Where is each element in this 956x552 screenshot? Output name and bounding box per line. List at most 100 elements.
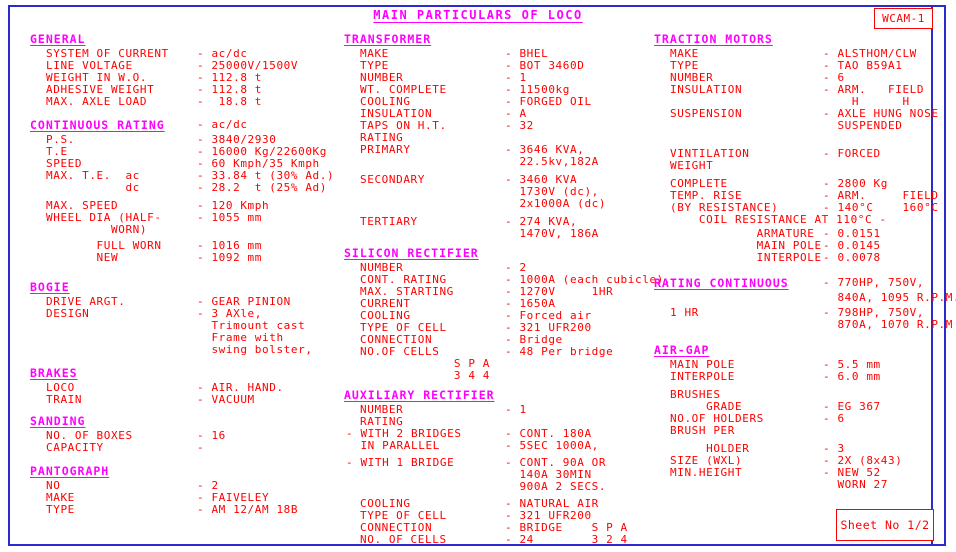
spec-value: - 6	[823, 412, 845, 425]
spec-label: FULL WORN	[46, 239, 162, 252]
spec-label: COMPLETE	[670, 177, 728, 190]
spec-value: - 3 AXle,	[197, 307, 263, 320]
spec-value: - 1016 mm	[197, 239, 263, 252]
spec-label: NUMBER	[360, 403, 404, 416]
spec-value: 1470V, 186A	[505, 227, 599, 240]
spec-value: - 3840/2930	[197, 133, 277, 146]
spec-row: INSULATION - A	[344, 108, 652, 120]
spec-label: WHEEL DIA (HALF-	[46, 211, 162, 224]
spec-value	[505, 358, 652, 370]
spec-row: NEW - 1092 mm	[30, 252, 342, 264]
spec-row: WT. COMPLETE - 11500kg	[344, 84, 652, 96]
spec-value: - NEW 52	[823, 466, 881, 479]
spec-value: -	[197, 441, 212, 454]
spec-label: T.E	[46, 145, 68, 158]
spec-value: - ARM. FIELD	[823, 83, 925, 96]
spec-value: - A	[505, 107, 527, 120]
section-heading: SANDING	[30, 414, 86, 428]
spec-value: - AIR. HAND.	[197, 381, 284, 394]
spec-label: NO	[46, 479, 61, 492]
section-header-row: AUXILIARY RECTIFIER	[344, 388, 652, 402]
spec-row: TYPE OF CELL - 321 UFR200	[344, 322, 652, 334]
spec-label: CURRENT	[360, 297, 411, 310]
section-heading: SILICON RECTIFIER	[344, 246, 479, 260]
spec-label: MAIN POLE	[670, 239, 822, 252]
page-title: MAIN PARTICULARS OF LOCO	[373, 8, 583, 22]
column-right: TRACTION MOTORS MAKE - ALSTHOM/CLW TYPE - TA…	[654, 32, 956, 491]
spec-value: - TAO B59A1	[823, 59, 903, 72]
spec-row: NO. OF BOXES - 16	[30, 430, 342, 442]
spec-row: TERTIARY - 274 KVA,	[344, 216, 652, 228]
spec-label: NO. OF CELLS	[360, 533, 447, 546]
spec-label: CONT. RATING	[360, 273, 447, 286]
spec-value: - ARM. FIELD	[823, 189, 939, 202]
spec-value: - FORCED	[823, 147, 881, 160]
spec-value: - BOT 3460D	[505, 59, 585, 72]
spec-value: - 321 UFR200	[505, 321, 592, 334]
spec-row: IN PARALLEL - 5SEC 1000A,	[344, 440, 652, 452]
spec-row: TYPE - AM 12/AM 18B	[30, 504, 342, 516]
spec-row: COOLING - FORGED OIL	[344, 96, 652, 108]
section-sanding: SANDING NO. OF BOXES - 16 CAPACITY -	[30, 414, 342, 454]
spec-row: dc - 28.2 t (25% Ad)	[30, 182, 342, 194]
spec-row: RATING	[344, 416, 652, 428]
spec-label	[346, 469, 505, 481]
spec-row: TRAIN - VACUUM	[30, 394, 342, 406]
spec-row: 22.5kv,182A	[344, 156, 652, 168]
right-margin-line	[931, 5, 933, 546]
spec-value	[505, 370, 652, 382]
spec-value: - 798HP, 750V,	[823, 306, 925, 319]
spec-value: - AM 12/AM 18B	[197, 503, 299, 516]
spec-row: COOLING - Forced air	[344, 310, 652, 322]
page-border	[8, 5, 946, 546]
spec-value: - 140°C 160°C	[823, 201, 939, 214]
model-badge-label: WCAM-1	[882, 12, 925, 25]
spec-row: VINTILATION - FORCED	[654, 148, 952, 160]
spec-row: COIL RESISTANCE AT 110°C -	[654, 214, 952, 226]
section-header-row: PANTOGRAPH	[30, 464, 342, 478]
section-heading: BOGIE	[30, 280, 70, 294]
spec-label: INSULATION	[670, 83, 743, 96]
section-header-row: TRANSFORMER	[344, 32, 652, 46]
spec-label	[360, 198, 505, 210]
spec-label: TYPE OF CELL	[360, 509, 447, 522]
spec-value: - Forced air	[505, 309, 592, 322]
spec-label: CONNECTION	[360, 521, 433, 534]
section-air-gap: AIR-GAP MAIN POLE - 5.5 mm INTERPOLE - 6.0 m…	[654, 343, 952, 491]
spec-label: TYPE	[360, 59, 389, 72]
spec-value: - 2X (8x43)	[823, 454, 903, 467]
spec-label: NO.OF CELLS	[360, 345, 440, 358]
spec-value: swing bolster,	[197, 343, 313, 356]
section-rating-continuous: RATING CONTINUOUS - 770HP, 750V, 840A, 10…	[654, 276, 956, 331]
spec-row: WORN 27	[654, 479, 952, 491]
spec-row: CONNECTION - BRIDGE S P A	[344, 522, 652, 534]
spec-label: CONNECTION	[360, 333, 433, 346]
spec-value: 870A, 1070 R.P.M	[823, 318, 954, 331]
spec-row: SYSTEM OF CURRENT - ac/dc	[30, 48, 342, 60]
spec-value: - 60 Kmph/35 Kmph	[197, 157, 320, 170]
spec-row: LINE VOLTAGE - 25000V/1500V	[30, 60, 342, 72]
spec-value: - 6.0 mm	[823, 370, 881, 383]
spec-row: MAX. T.E. ac - 33.84 t (30% Ad.)	[30, 170, 342, 182]
spec-row: SUSPENSION - AXLE HUNG NOSE	[654, 108, 952, 120]
spec-value: - NATURAL AIR	[505, 497, 599, 510]
section-bogie: BOGIE DRIVE ARGT. - GEAR PINION DESIGN - 3 A…	[30, 280, 342, 356]
spec-row: - WITH 2 BRIDGES - CONT. 180A	[344, 428, 652, 440]
spec-label: S P A	[360, 357, 491, 370]
section-brakes: BRAKES LOCO - AIR. HAND. TRAIN - VACUUM	[30, 366, 342, 406]
spec-value: - VACUUM	[197, 393, 255, 406]
spec-label	[46, 344, 197, 356]
spec-label: WORN)	[46, 223, 148, 236]
spec-row: TYPE - BOT 3460D	[344, 60, 652, 72]
section-heading: BRAKES	[30, 366, 78, 380]
spec-row: SECONDARY - 3460 KVA	[344, 174, 652, 186]
spec-row: MAIN POLE - 0.0145	[654, 240, 952, 252]
spec-label: LINE VOLTAGE	[46, 59, 133, 72]
spec-row: MAX. AXLE LOAD - 18.8 t	[30, 96, 342, 108]
spec-label: 3 4 4	[360, 369, 491, 382]
spec-row: S P A	[344, 358, 652, 370]
spec-value: 22.5kv,182A	[505, 155, 599, 168]
spec-row: COMPLETE - 2800 Kg	[654, 178, 952, 190]
spec-label: PRIMARY	[360, 143, 411, 156]
spec-label	[346, 481, 505, 493]
